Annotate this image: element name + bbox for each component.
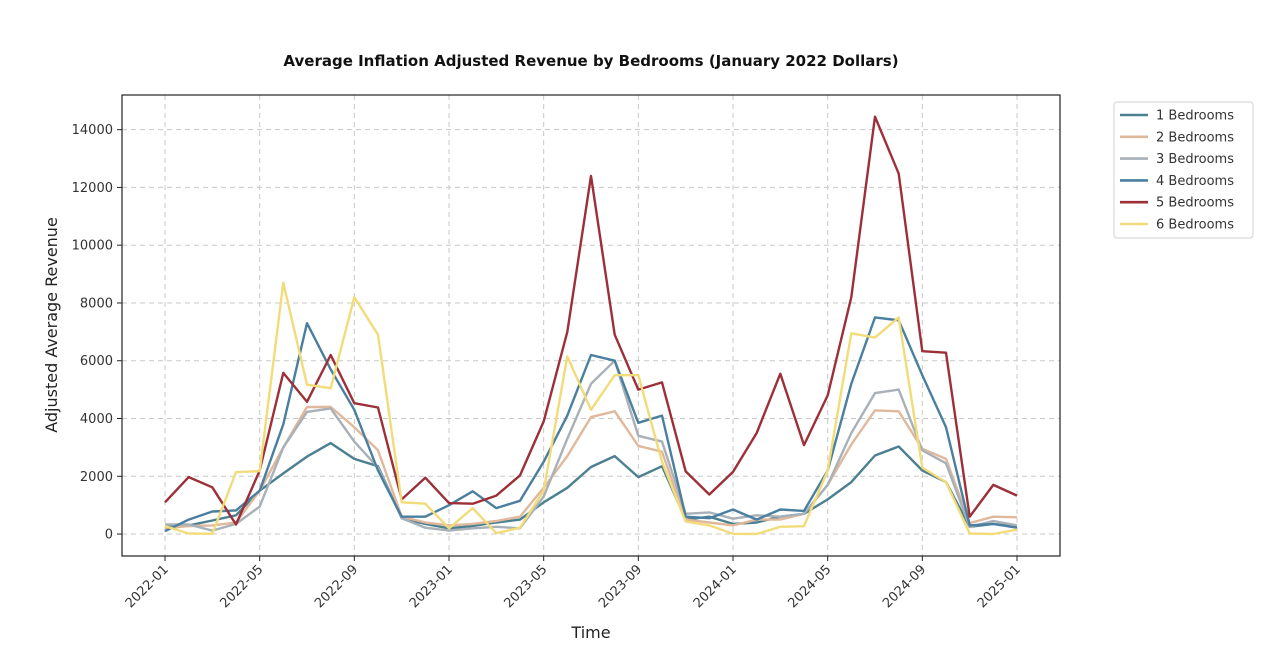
x-tick-label: 2024-05 <box>785 562 834 611</box>
x-tick-label: 2025-01 <box>975 562 1024 611</box>
series-line-5-bedrooms <box>164 115 1018 526</box>
x-tick-label: 2022-05 <box>217 562 266 611</box>
y-tick-label: 2000 <box>80 470 113 485</box>
series-line-6-bedrooms <box>164 281 1018 536</box>
x-axis-label: Time <box>570 623 610 642</box>
legend-box <box>1113 101 1254 239</box>
grid <box>122 95 1060 556</box>
series-line-1-bedrooms <box>165 441 1018 530</box>
x-tick-label: 2024-09 <box>880 562 929 611</box>
y-axis-label: Adjusted Average Revenue <box>42 217 61 433</box>
y-tick-label: 0 <box>105 528 113 543</box>
series-line-3-bedrooms <box>165 359 1018 532</box>
legend-label: 6 Bedrooms <box>1156 218 1234 233</box>
x-tick-label: 2024-01 <box>691 562 740 611</box>
x-tick-label: 2023-01 <box>407 562 456 611</box>
legend-label: 5 Bedrooms <box>1156 196 1234 211</box>
y-tick-label: 6000 <box>80 354 113 369</box>
legend-label: 3 Bedrooms <box>1156 152 1234 167</box>
legend-label: 4 Bedrooms <box>1156 174 1234 189</box>
y-axis-ticks: 0 2000 4000 6000 8000 10000 12000 14000 <box>72 123 122 543</box>
y-tick-label: 12000 <box>72 181 113 196</box>
x-tick-label: 2022-01 <box>123 562 172 611</box>
y-tick-label: 4000 <box>80 412 113 427</box>
y-tick-label: 8000 <box>80 296 113 311</box>
x-tick-label: 2022-09 <box>312 562 361 611</box>
x-tick-label: 2023-09 <box>596 562 645 611</box>
series-line-4-bedrooms <box>164 316 1018 533</box>
legend-label: 1 Bedrooms <box>1156 109 1234 124</box>
legend-label: 2 Bedrooms <box>1156 130 1234 145</box>
series-line-2-bedrooms <box>164 405 1018 530</box>
x-axis-ticks: 2022-01 2022-05 2022-09 2023-01 2023-05 2023-… <box>123 556 1024 611</box>
series-lines <box>164 115 1018 536</box>
y-tick-label: 10000 <box>72 239 113 254</box>
y-tick-label: 14000 <box>72 123 113 138</box>
chart-title: Average Inflation Adjusted Revenue by Be… <box>283 52 898 70</box>
x-tick-label: 2023-05 <box>501 562 550 611</box>
legend: 1 Bedrooms 2 Bedrooms 3 Bedrooms 4 Bedrooms… <box>1113 101 1254 239</box>
plot-frame <box>121 94 1061 557</box>
